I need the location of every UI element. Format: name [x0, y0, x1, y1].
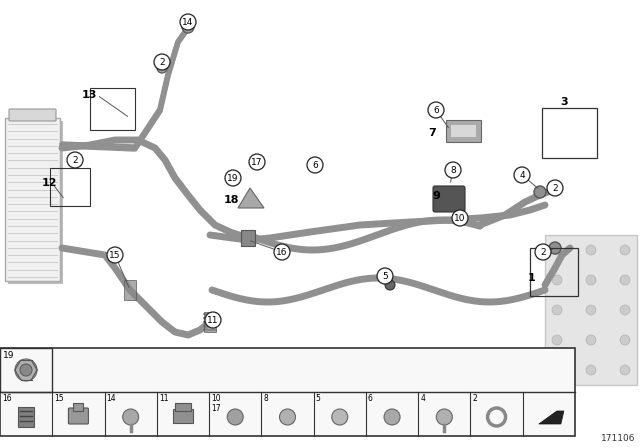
Circle shape: [377, 268, 393, 284]
Text: 9: 9: [432, 191, 440, 201]
FancyBboxPatch shape: [446, 120, 481, 142]
Text: 2: 2: [159, 57, 165, 66]
Circle shape: [249, 154, 265, 170]
Text: 10: 10: [454, 214, 466, 223]
Circle shape: [620, 245, 630, 255]
Text: 16: 16: [276, 247, 288, 257]
FancyBboxPatch shape: [173, 409, 193, 423]
Circle shape: [332, 409, 348, 425]
Circle shape: [280, 409, 296, 425]
FancyBboxPatch shape: [68, 408, 88, 424]
Circle shape: [67, 152, 83, 168]
Circle shape: [307, 157, 323, 173]
Text: 13: 13: [82, 90, 97, 100]
Circle shape: [452, 210, 468, 226]
Text: 11: 11: [207, 315, 219, 324]
Circle shape: [534, 186, 546, 198]
Circle shape: [205, 312, 221, 328]
FancyBboxPatch shape: [9, 109, 56, 121]
Circle shape: [107, 247, 123, 263]
Text: 4: 4: [519, 171, 525, 180]
Circle shape: [549, 242, 561, 254]
Text: 171106: 171106: [600, 434, 635, 443]
Text: 14: 14: [106, 394, 116, 403]
Text: 2: 2: [472, 394, 477, 403]
Circle shape: [552, 365, 562, 375]
FancyBboxPatch shape: [18, 407, 34, 427]
Circle shape: [552, 245, 562, 255]
Circle shape: [180, 14, 196, 30]
Text: 6: 6: [312, 160, 318, 169]
Text: 15: 15: [109, 250, 121, 259]
Circle shape: [384, 409, 400, 425]
Circle shape: [445, 162, 461, 178]
Circle shape: [225, 170, 241, 186]
Circle shape: [586, 305, 596, 315]
Text: 2: 2: [72, 155, 78, 164]
Text: 7: 7: [428, 128, 436, 138]
FancyBboxPatch shape: [0, 348, 52, 392]
FancyBboxPatch shape: [74, 403, 83, 411]
Text: 8: 8: [264, 394, 268, 403]
Circle shape: [552, 335, 562, 345]
Circle shape: [620, 365, 630, 375]
Circle shape: [586, 275, 596, 285]
Circle shape: [586, 365, 596, 375]
Circle shape: [274, 244, 290, 260]
Text: 8: 8: [450, 165, 456, 175]
Circle shape: [436, 409, 452, 425]
Text: 2: 2: [540, 247, 546, 257]
FancyBboxPatch shape: [545, 235, 637, 385]
Circle shape: [15, 359, 37, 381]
Text: 14: 14: [182, 17, 194, 26]
Circle shape: [620, 335, 630, 345]
Text: 15: 15: [54, 394, 64, 403]
Circle shape: [20, 364, 32, 376]
FancyBboxPatch shape: [0, 348, 575, 436]
Circle shape: [157, 63, 167, 73]
FancyBboxPatch shape: [8, 121, 63, 284]
Circle shape: [620, 275, 630, 285]
Text: 19: 19: [3, 351, 15, 360]
Text: 2: 2: [552, 184, 558, 193]
Text: 6: 6: [433, 105, 439, 115]
Circle shape: [620, 305, 630, 315]
Text: 17: 17: [252, 158, 263, 167]
FancyBboxPatch shape: [5, 118, 60, 281]
Text: 5: 5: [382, 271, 388, 280]
Circle shape: [182, 21, 194, 33]
Text: 3: 3: [560, 97, 568, 107]
Text: 19: 19: [227, 173, 239, 182]
Text: 18: 18: [224, 195, 239, 205]
Circle shape: [385, 280, 395, 290]
Circle shape: [123, 409, 139, 425]
Circle shape: [70, 153, 80, 163]
Text: 6: 6: [368, 394, 372, 403]
FancyBboxPatch shape: [175, 403, 191, 411]
FancyBboxPatch shape: [124, 280, 136, 300]
Circle shape: [547, 180, 563, 196]
Text: 4: 4: [420, 394, 425, 403]
Circle shape: [586, 335, 596, 345]
Text: 12: 12: [42, 178, 58, 188]
Circle shape: [552, 305, 562, 315]
FancyBboxPatch shape: [204, 312, 216, 332]
Polygon shape: [539, 411, 564, 424]
Circle shape: [586, 245, 596, 255]
Text: 11: 11: [159, 394, 168, 403]
FancyBboxPatch shape: [433, 186, 465, 212]
Polygon shape: [238, 188, 264, 208]
Circle shape: [535, 244, 551, 260]
Circle shape: [227, 409, 243, 425]
Text: 5: 5: [316, 394, 321, 403]
Circle shape: [552, 275, 562, 285]
FancyBboxPatch shape: [241, 230, 255, 246]
Circle shape: [514, 167, 530, 183]
Text: 1: 1: [528, 273, 536, 283]
Text: 16: 16: [2, 394, 12, 403]
FancyBboxPatch shape: [451, 125, 476, 137]
Circle shape: [154, 54, 170, 70]
Text: 10
17: 10 17: [211, 394, 221, 414]
Circle shape: [428, 102, 444, 118]
